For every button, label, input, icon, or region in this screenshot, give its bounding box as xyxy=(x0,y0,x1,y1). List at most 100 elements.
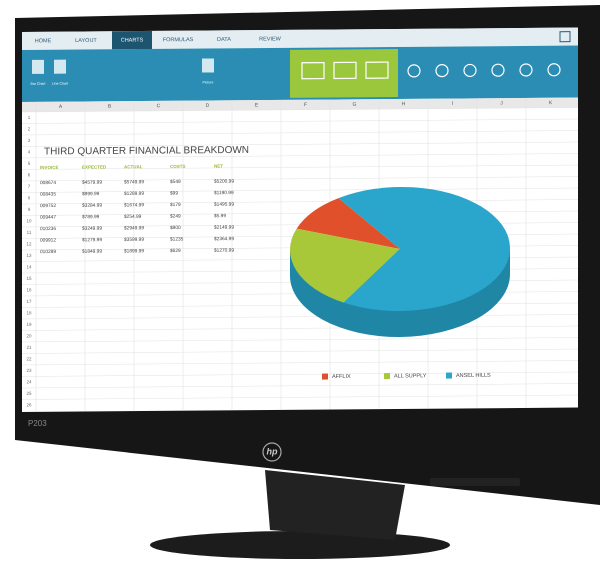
column-letter: J xyxy=(500,100,503,106)
stand-base xyxy=(150,531,450,559)
table-cell: $999.99 xyxy=(82,191,100,197)
buttons xyxy=(430,478,520,486)
table-cell: $4579.99 xyxy=(82,180,102,186)
row-line xyxy=(22,107,578,113)
row-number: 23 xyxy=(26,368,32,373)
brand-logo: hp xyxy=(267,446,278,456)
row-line xyxy=(22,199,578,205)
row-number: 20 xyxy=(26,333,32,338)
table-cell: $5.99 xyxy=(214,213,226,219)
tab: HOME xyxy=(35,38,52,44)
chart-icon xyxy=(333,61,357,80)
legend-label: AFFLIX xyxy=(332,374,351,380)
row-line xyxy=(22,360,578,366)
row-line xyxy=(22,371,578,377)
row-number: 9 xyxy=(28,207,31,212)
table-cell: $3249.99 xyxy=(82,226,102,232)
row-line xyxy=(22,394,578,400)
table-cell: $179 xyxy=(170,202,181,208)
row-number: 15 xyxy=(26,276,32,281)
table-header: COSTS xyxy=(170,164,186,169)
row-line xyxy=(22,383,578,389)
row-number: 5 xyxy=(28,161,31,166)
table-cell: 010289 xyxy=(40,249,56,255)
tab: LAYOUT xyxy=(75,38,97,44)
row-line xyxy=(22,314,578,320)
row-line xyxy=(22,348,578,354)
tab: CHARTS xyxy=(121,37,144,43)
column-header-bar xyxy=(22,97,578,112)
stand-neck xyxy=(265,470,405,540)
ribbon-icon xyxy=(54,59,66,74)
legend-swatch xyxy=(384,373,390,380)
ribbon-label: Picture xyxy=(203,80,214,84)
row-number: 4 xyxy=(28,149,31,154)
table-cell: $1495.99 xyxy=(214,202,234,208)
row-line xyxy=(22,141,578,147)
table-header: EXPECTED xyxy=(82,165,107,170)
pie-slice xyxy=(296,198,400,249)
legend-label: ALL SUPPLY xyxy=(394,373,427,379)
row-line xyxy=(22,130,578,136)
row-number: 10 xyxy=(26,218,32,223)
row-number: 11 xyxy=(27,230,32,235)
table-cell: $1279.99 xyxy=(82,237,102,243)
row-number: 18 xyxy=(26,310,32,315)
row-number: 2 xyxy=(28,126,31,131)
table-cell: $249 xyxy=(170,213,181,219)
column-letter: F xyxy=(304,102,307,108)
row-number: 7 xyxy=(28,184,31,189)
row-line xyxy=(22,325,578,331)
table-cell: $800 xyxy=(170,225,181,231)
table-header: NET xyxy=(214,164,223,169)
table-cell: $2364.99 xyxy=(214,236,234,242)
legend-label: ANSEL HILLS xyxy=(456,373,491,379)
column-letter: H xyxy=(402,101,406,107)
table-header: INVOICE xyxy=(40,165,59,170)
column-letter: E xyxy=(255,102,259,108)
tab: DATA xyxy=(217,37,231,43)
table-cell: $5200.99 xyxy=(214,179,234,185)
row-number: 12 xyxy=(26,241,32,246)
row-number: 26 xyxy=(26,402,32,407)
table-cell: $1190.99 xyxy=(214,190,234,196)
table-cell: $1289.99 xyxy=(124,191,144,197)
row-number: 19 xyxy=(26,322,32,327)
row-line xyxy=(22,164,578,170)
column-letter: I xyxy=(452,101,453,107)
table-header: ACTUAL xyxy=(124,164,143,169)
row-number: 1 xyxy=(28,115,31,120)
sheet-title: THIRD QUARTER FINANCIAL BREAKDOWN xyxy=(44,145,249,158)
ribbon-icon xyxy=(32,59,44,74)
ribbon-label: Bar Chart xyxy=(31,82,46,86)
row-line xyxy=(22,337,578,343)
row-number: 3 xyxy=(28,138,31,143)
table-cell: 008435 xyxy=(40,191,56,197)
chart-icon xyxy=(365,61,389,79)
table-cell: 009912 xyxy=(40,237,56,243)
tool-icon xyxy=(463,63,477,78)
row-number: 17 xyxy=(26,299,32,304)
column-letter: D xyxy=(206,103,210,109)
column-letter: A xyxy=(59,104,63,110)
tool-icon xyxy=(547,63,561,77)
table-cell: $1235 xyxy=(170,236,184,242)
row-number: 14 xyxy=(26,264,32,269)
legend-swatch xyxy=(322,373,328,380)
tab: FORMULAS xyxy=(163,37,194,43)
table-cell: $549 xyxy=(170,179,181,185)
pie-slice xyxy=(290,228,400,303)
tool-icon xyxy=(519,63,533,77)
table-cell: 009752 xyxy=(40,203,56,209)
table-cell: $2949.99 xyxy=(124,225,144,231)
pie-slice xyxy=(338,186,510,311)
ribbon-icon xyxy=(202,58,214,73)
table-cell: $5749.99 xyxy=(124,179,144,185)
tab-bar xyxy=(22,27,578,50)
legend-swatch xyxy=(446,372,452,379)
table-cell: $789.99 xyxy=(82,214,100,220)
row-number: 6 xyxy=(28,172,31,177)
row-line xyxy=(22,176,578,182)
table-cell: $1270.99 xyxy=(214,248,234,254)
